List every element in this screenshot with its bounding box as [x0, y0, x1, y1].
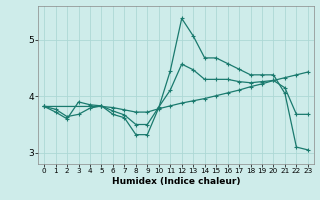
- X-axis label: Humidex (Indice chaleur): Humidex (Indice chaleur): [112, 177, 240, 186]
